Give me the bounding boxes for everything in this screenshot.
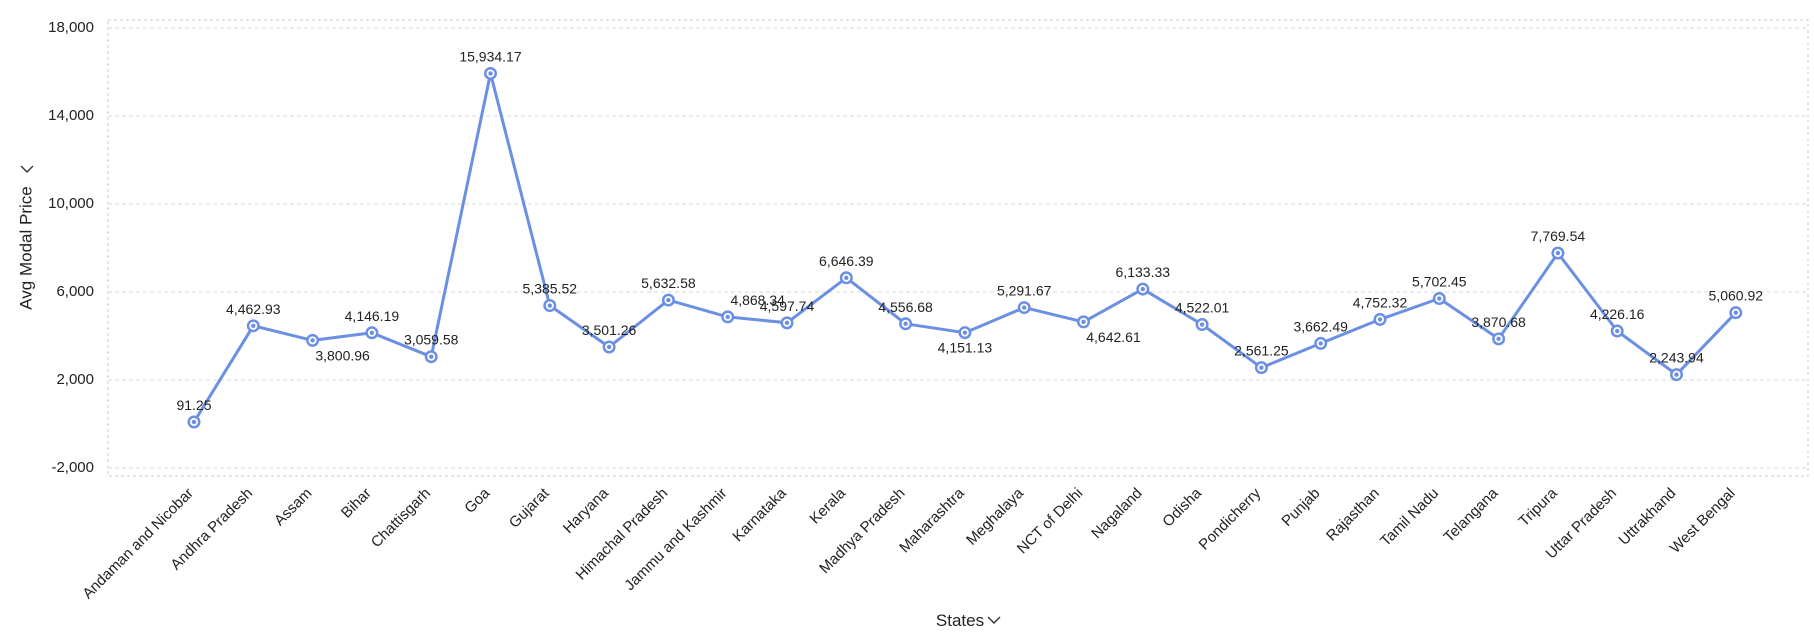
data-label: 6,133.33 [1116,264,1171,280]
data-label: 7,769.54 [1531,228,1586,244]
data-label: 4,556.68 [878,299,933,315]
x-tick-label: Bihar [338,485,375,522]
data-label: 6,646.39 [819,253,874,269]
data-point-center [962,330,968,335]
y-tick-label: -2,000 [51,459,94,476]
data-point-center [1733,310,1739,315]
data-point-center [1496,336,1501,342]
data-point-center [844,275,849,280]
y-axis-ticks: -2,000 2,000 6,000 10,000 14,000 18,000 [48,19,94,476]
data-point-center [488,71,493,76]
data-point-center [369,330,375,335]
data-point-center [191,419,197,425]
data-label: 4,642.61 [1086,329,1141,345]
data-point-center [1377,317,1383,322]
x-tick-label: Chattisgarh [368,485,434,551]
data-point-center [547,303,552,308]
data-label: 5,060.92 [1709,288,1764,304]
data-point-center [1259,365,1264,370]
data-points [187,66,1743,429]
x-tick-label: Jammu and Kashmir [621,485,730,594]
data-label: 4,868.34 [730,292,785,308]
x-tick-label: Tamil Nadu [1377,485,1442,550]
data-point-center [1021,305,1027,310]
data-point-center [251,323,256,329]
gridlines [108,27,1808,469]
x-tick-label: Kerala [806,484,849,527]
data-label: 4,151.13 [938,340,993,356]
y-tick-label: 10,000 [48,195,94,212]
data-point-center [1674,372,1679,377]
data-label: 4,146.19 [345,308,400,324]
data-point-center [606,344,612,350]
data-labels: 91.25 4,462.93 3,800.96 4,146.193,059.58 15,… [176,48,1763,413]
plot-area [107,19,1809,477]
data-label: 4,752.32 [1353,294,1408,310]
data-point-center [1318,341,1323,346]
x-tick-label: Assam [271,485,315,529]
data-label: 4,522.01 [1175,300,1230,316]
data-point-center [1555,250,1561,256]
x-tick-label: Meghalaya [963,484,1027,548]
y-tick-label: 18,000 [48,19,94,36]
y-tick-label: 14,000 [48,107,94,124]
data-point-center [1615,328,1620,334]
data-point-center [784,320,790,326]
x-tick-label: Punjab [1278,485,1323,530]
x-tick-label: Karnataka [729,484,790,545]
x-tick-label: Uttrakhand [1615,485,1679,549]
x-tick-label: Haryana [560,484,613,537]
data-point-center [1140,286,1146,292]
data-label: 3,870.68 [1471,314,1526,330]
x-tick-label: Andaman and Nicobar [79,485,197,603]
y-axis-title: Avg Modal Price [16,186,35,309]
data-label: 2,561.25 [1234,343,1289,359]
data-label: 5,632.58 [641,275,696,291]
data-point-center [429,354,434,359]
data-label: 4,462.93 [226,301,281,317]
x-tick-label: Pondicherry [1196,484,1265,553]
data-point-center [903,321,908,326]
x-tick-label: Odisha [1159,484,1205,530]
y-tick-label: 2,000 [56,371,94,388]
x-axis-title-group[interactable]: States [936,611,1001,630]
data-label: 4,597.74 [760,298,815,314]
data-label: 3,501.26 [582,322,637,338]
y-axis-title-group[interactable]: Avg Modal Price [16,165,35,310]
x-tick-label: Gujarat [506,484,553,531]
data-label: 3,059.58 [404,332,459,348]
data-point-center [1437,296,1442,301]
data-label: 5,291.67 [997,283,1052,299]
data-label: 5,702.45 [1412,274,1467,290]
chevron-down-icon [20,165,34,173]
data-label: 3,662.49 [1293,318,1348,334]
data-label: 15,934.17 [459,48,521,64]
x-tick-label: Maharashtra [896,484,968,556]
data-label: 3,800.96 [315,347,370,363]
y-tick-label: 6,000 [56,283,94,300]
data-point-center [1081,319,1086,325]
data-label: 91.25 [176,397,211,413]
data-point-center [725,314,730,320]
data-point-center [1199,322,1205,327]
data-point-center [666,297,671,303]
x-tick-label: Rajasthan [1323,485,1383,545]
x-tick-label: Nagaland [1088,485,1145,542]
chevron-down-icon [987,616,1001,624]
data-label: 5,385.52 [523,281,578,297]
data-label: 2,243.94 [1649,350,1704,366]
x-tick-label: Tripura [1515,484,1561,530]
data-point-center [310,338,315,343]
data-label: 4,226.16 [1590,306,1645,322]
x-axis-title: States [936,611,984,630]
x-tick-label: Goa [461,484,494,517]
x-tick-label: Telangana [1440,484,1501,545]
